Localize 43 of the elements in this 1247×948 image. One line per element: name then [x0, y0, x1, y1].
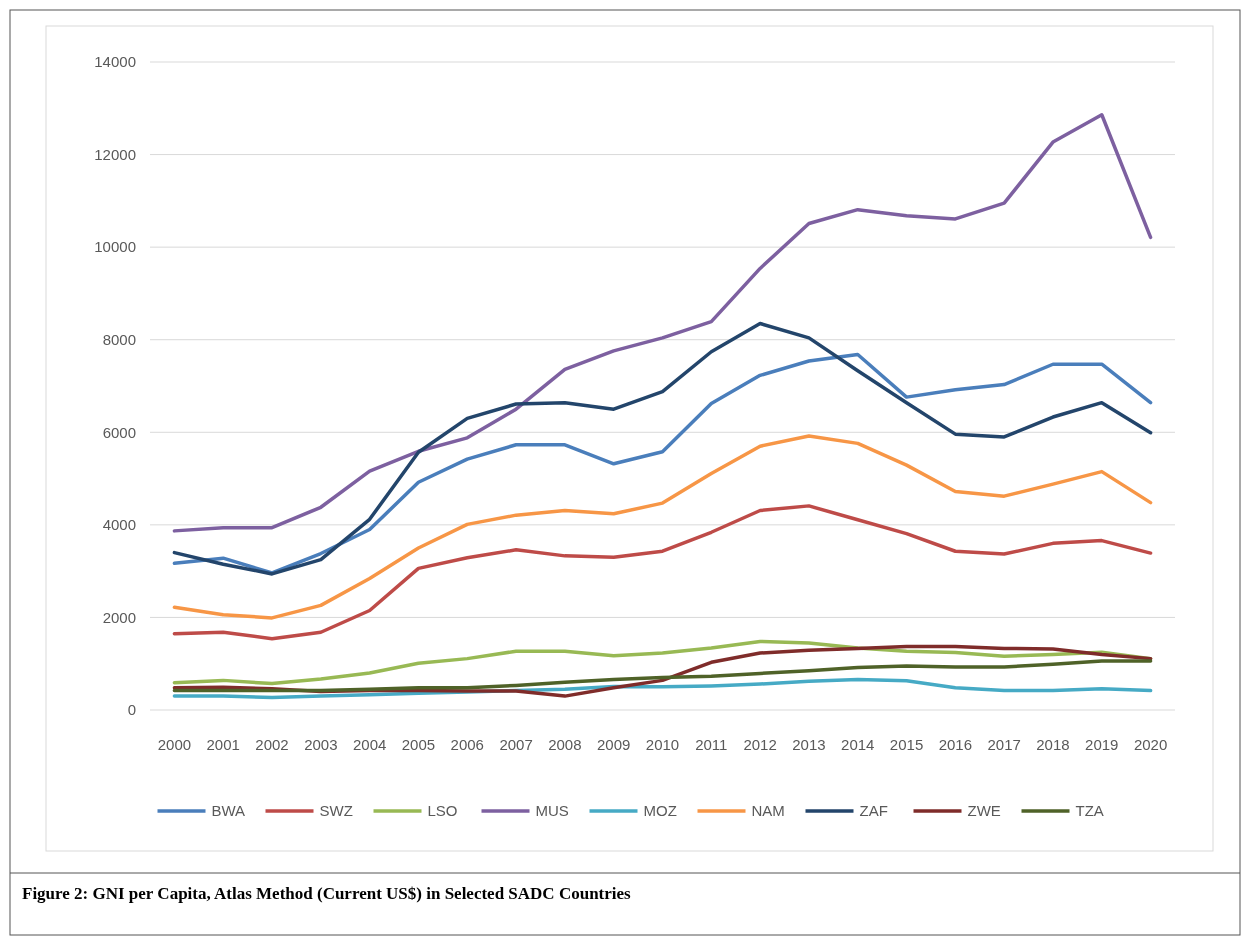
y-tick-label: 2000	[102, 608, 136, 626]
y-tick-label: 14000	[94, 53, 136, 71]
legend-label: BWA	[211, 802, 246, 820]
x-tick-label: 2011	[695, 736, 728, 753]
x-tick-label: 2013	[792, 736, 826, 753]
x-tick-label: 2020	[1133, 736, 1168, 753]
x-tick-label: 2010	[645, 736, 680, 753]
x-tick-label: 2015	[889, 736, 924, 753]
y-tick-label: 6000	[102, 423, 136, 441]
x-tick-label: 2002	[255, 736, 289, 753]
x-tick-label: 2000	[157, 736, 192, 753]
y-tick-label: 12000	[94, 145, 136, 163]
line-series	[172, 659, 1153, 693]
y-tick-label: 10000	[94, 238, 136, 256]
legend-label: LSO	[427, 802, 458, 820]
x-tick-label: 2009	[597, 736, 631, 753]
line-series	[172, 434, 1153, 620]
x-tick-label: 2017	[987, 736, 1021, 753]
x-tick-label: 2008	[548, 736, 582, 753]
line-series	[172, 504, 1153, 641]
x-tick-label: 2014	[841, 736, 875, 753]
y-tick-label: 4000	[102, 516, 136, 534]
legend-label: ZWE	[967, 802, 1001, 820]
x-tick-label: 2007	[499, 736, 533, 753]
y-tick-label: 8000	[102, 330, 136, 348]
line-series	[172, 113, 1153, 533]
x-tick-label: 2012	[743, 736, 777, 753]
caption: Figure 2: GNI per Capita, Atlas Method (Current US$) in Selected SADC Countries	[22, 884, 632, 903]
x-tick-label: 2006	[450, 736, 484, 753]
x-tick-label: 2001	[206, 736, 240, 753]
x-tick-label: 2004	[352, 736, 387, 753]
x-tick-label: 2003	[304, 736, 338, 753]
x-tick-label: 2019	[1085, 736, 1119, 753]
legend-label: MOZ	[643, 802, 677, 820]
x-tick-label: 2018	[1036, 736, 1070, 753]
legend-label: NAM	[751, 802, 785, 820]
legend-label: ZAF	[859, 802, 888, 820]
x-tick-label: 2016	[938, 736, 973, 753]
legend-label: TZA	[1075, 802, 1104, 820]
x-tick-label: 2005	[401, 736, 436, 753]
y-tick-label: 0	[127, 701, 136, 719]
legend-label: MUS	[535, 802, 569, 820]
legend-label: SWZ	[319, 802, 353, 820]
